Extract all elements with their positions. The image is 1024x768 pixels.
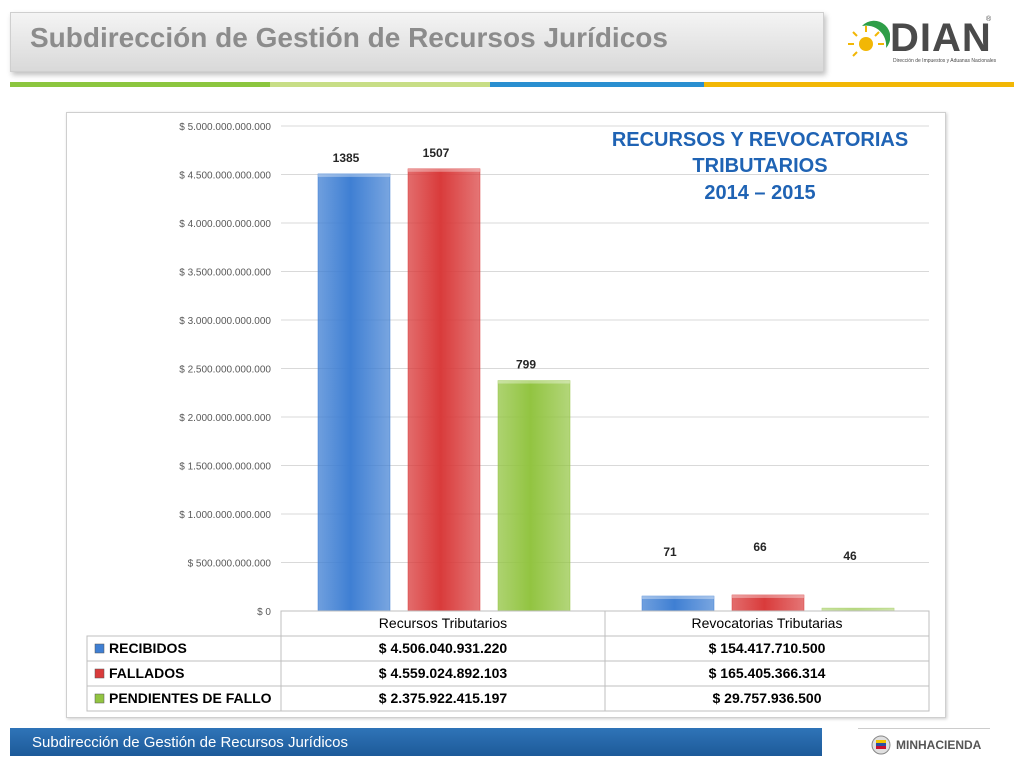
data-label: 66	[753, 540, 767, 554]
y-tick-label: $ 2.500.000.000.000	[179, 365, 271, 376]
data-label: 1507	[423, 146, 450, 160]
table-row	[86, 685, 930, 712]
bar-highlight	[408, 168, 480, 172]
logo-name: DIAN	[890, 16, 992, 60]
legend-swatch	[94, 693, 105, 704]
dian-logo: DIAN ® Dirección de Impuestos y Aduanas …	[846, 12, 1006, 72]
table-cell: $ 165.405.366.314	[709, 665, 826, 681]
chart-title-line: RECURSOS Y REVOCATORIAS	[612, 129, 908, 151]
bar-fallados-0	[407, 168, 481, 612]
footer-bar: Subdirección de Gestión de Recursos Jurí…	[10, 728, 822, 756]
logo-subtitle: Dirección de Impuestos y Aduanas Naciona…	[893, 58, 997, 64]
bar-highlight	[822, 608, 894, 612]
legend-entry: RECIBIDOS	[109, 640, 187, 656]
chart-panel: $ 0 $ 500.000.000.000 $ 1.000.000.000.000 $…	[66, 112, 946, 718]
bars	[317, 168, 895, 612]
accent-bar-green	[10, 82, 270, 87]
chart-title-line: 2014 – 2015	[704, 182, 815, 204]
y-tick-label: $ 4.500.000.000.000	[179, 171, 271, 182]
bar-recibidos-0	[317, 173, 391, 612]
bar-highlight	[642, 596, 714, 600]
accent-bar-lightgreen	[270, 82, 490, 87]
y-tick-label: $ 1.500.000.000.000	[179, 462, 271, 473]
bar-pendientes-de-fallo-0	[497, 380, 571, 612]
bar-chart: $ 0 $ 500.000.000.000 $ 1.000.000.000.000 $…	[86, 122, 930, 712]
table-cell: $ 4.506.040.931.220	[379, 640, 508, 656]
legend-entry: PENDIENTES DE FALLO	[109, 690, 272, 706]
legend-entry: FALLADOS	[109, 665, 184, 681]
chart-title: RECURSOS Y REVOCATORIAS TRIBUTARIOS 2014 –…	[612, 129, 908, 204]
bar-highlight	[318, 173, 390, 177]
y-tick-label: $ 5.000.000.000.000	[179, 122, 271, 133]
header-banner	[10, 12, 824, 72]
sun-icon	[848, 20, 891, 57]
y-tick-label: $ 0	[257, 607, 271, 618]
footer-title: Subdirección de Gestión de Recursos Jurí…	[32, 734, 348, 751]
y-axis-labels: $ 0 $ 500.000.000.000 $ 1.000.000.000.000 $…	[179, 122, 271, 618]
data-label: 71	[663, 545, 677, 559]
y-tick-label: $ 4.000.000.000.000	[179, 219, 271, 230]
table-cell: $ 4.559.024.892.103	[379, 665, 508, 681]
bar-highlight	[498, 380, 570, 384]
table-category-header: Revocatorias Tributarias	[692, 615, 843, 631]
table-category-header: Recursos Tributarios	[379, 615, 507, 631]
y-tick-label: $ 1.000.000.000.000	[179, 510, 271, 521]
coat-of-arms-icon	[871, 735, 891, 755]
minhacienda-logo: MINHACIENDA	[858, 728, 990, 759]
accent-bar-yellow	[704, 82, 1014, 87]
legend-swatch	[94, 643, 105, 654]
data-labels: 1385 1507 799 71 66 46	[333, 146, 857, 563]
bar-highlight	[732, 594, 804, 598]
data-table: Recursos Tributarios Revocatorias Tributa…	[86, 610, 930, 712]
y-tick-label: $ 500.000.000.000	[188, 559, 272, 570]
y-tick-label: $ 3.500.000.000.000	[179, 268, 271, 279]
data-label: 1385	[333, 151, 360, 165]
data-label: 799	[516, 358, 536, 372]
accent-bar-blue	[490, 82, 704, 87]
table-cell: $ 2.375.922.415.197	[379, 690, 508, 706]
ministry-name: MINHACIENDA	[896, 738, 982, 752]
table-cell: $ 154.417.710.500	[709, 640, 826, 656]
page-title: Subdirección de Gestión de Recursos Jurí…	[30, 22, 668, 53]
y-tick-label: $ 2.000.000.000.000	[179, 413, 271, 424]
logo-registered-mark: ®	[986, 16, 992, 23]
table-cell: $ 29.757.936.500	[713, 690, 822, 706]
y-tick-label: $ 3.000.000.000.000	[179, 316, 271, 327]
chart-title-line: TRIBUTARIOS	[692, 155, 827, 177]
legend-swatch	[94, 668, 105, 679]
data-label: 46	[843, 549, 857, 563]
